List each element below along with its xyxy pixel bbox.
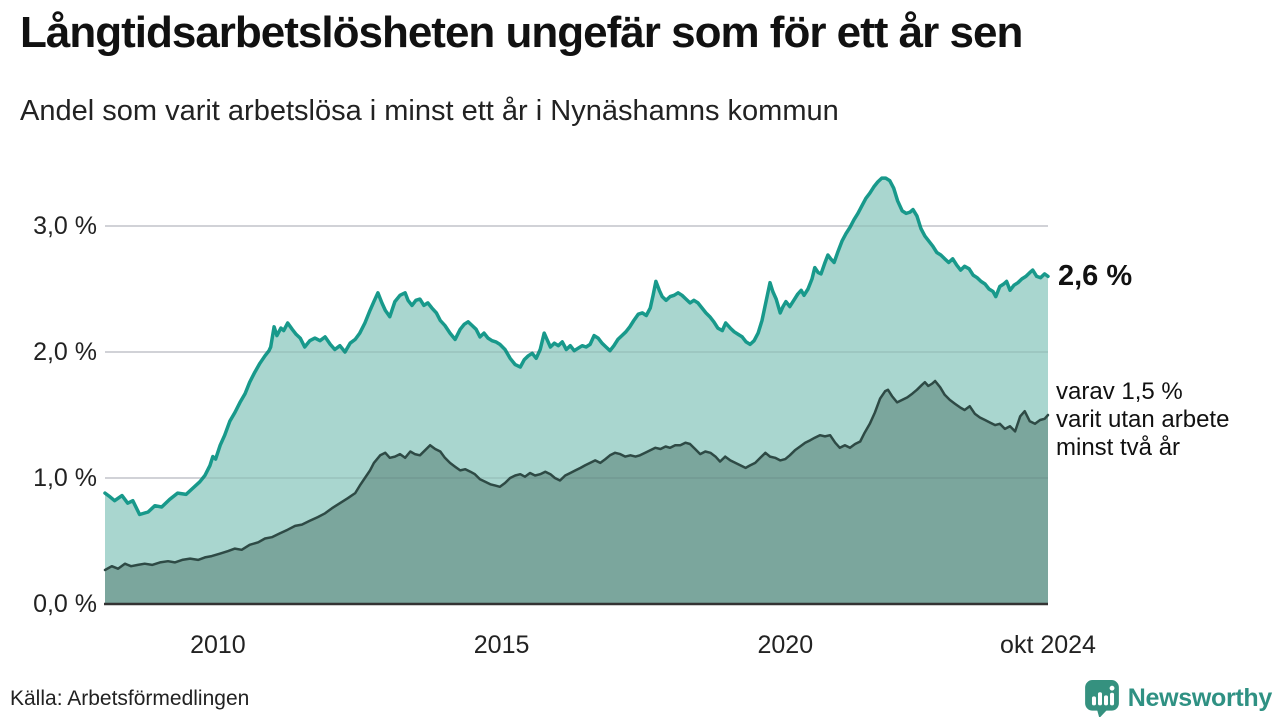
y-tick-label: 1,0 % (33, 464, 97, 492)
y-tick-label: 0,0 % (33, 590, 97, 618)
unemployed-min-two-years-line (103, 379, 1050, 572)
annotation-line-3: minst två år (1056, 434, 1181, 461)
x-tick-label: 2010 (190, 631, 246, 659)
unemployed-min-one-year-line (103, 176, 1050, 517)
newsworthy-bubble-chart-icon (1083, 679, 1121, 717)
y-tick-label: 2,0 % (33, 338, 97, 366)
x-tick-label: okt 2024 (1000, 631, 1096, 659)
unemployed-min-two-years-area (105, 381, 1048, 604)
y-tick-label: 3,0 % (33, 212, 97, 240)
page-title: Långtidsarbetslösheten ungefär som för e… (20, 8, 1023, 57)
source-credit: Källa: Arbetsförmedlingen (10, 687, 250, 710)
newsworthy-logo: Newsworthy (1083, 679, 1272, 717)
chart-subtitle: Andel som varit arbetslösa i minst ett å… (20, 95, 839, 127)
annotation-line-1: varav 1,5 % (1056, 378, 1183, 405)
series2-end-annotation: varav 1,5 % varit utan arbete minst två … (1056, 378, 1229, 462)
x-tick-label: 2020 (757, 631, 814, 659)
newsworthy-wordmark: Newsworthy (1127, 683, 1273, 712)
series-end-value-label: 2,6 % (1058, 260, 1133, 292)
x-tick-label: 2015 (473, 631, 530, 659)
annotation-line-2: varit utan arbete (1056, 406, 1230, 433)
